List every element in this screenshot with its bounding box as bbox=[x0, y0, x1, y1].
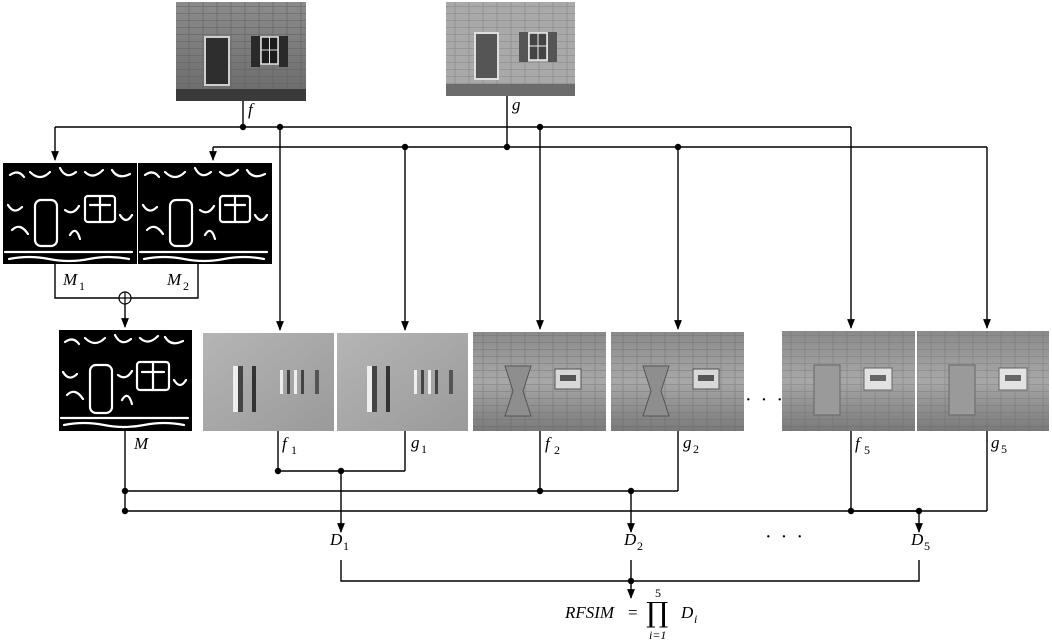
label-f1-sub: 1 bbox=[291, 443, 297, 457]
label-d5: D bbox=[910, 530, 924, 549]
image-g1 bbox=[337, 333, 468, 431]
label-f5: f bbox=[855, 434, 862, 453]
junction-dots bbox=[121, 123, 923, 585]
image-f bbox=[176, 2, 306, 101]
label-g: g bbox=[512, 95, 521, 114]
label-d2-sub: 2 bbox=[637, 539, 643, 553]
image-g bbox=[446, 2, 575, 96]
rfsim-formula: RFSIM = ∏ 5 i=1 D i bbox=[564, 586, 697, 642]
label-m2-sub: 2 bbox=[183, 279, 189, 293]
label-d2: D bbox=[623, 530, 637, 549]
image-m2 bbox=[138, 163, 272, 264]
label-g1: g bbox=[411, 433, 420, 452]
image-g2 bbox=[611, 332, 744, 431]
image-f5 bbox=[782, 331, 915, 431]
oplus-icon bbox=[118, 291, 132, 305]
label-d1-sub: 1 bbox=[343, 539, 349, 553]
label-f2-sub: 2 bbox=[554, 443, 560, 457]
label-g5: g bbox=[991, 433, 1000, 452]
ellipsis-outputs: · · · bbox=[765, 526, 805, 548]
label-d5-sub: 5 bbox=[924, 539, 930, 553]
ellipsis-images: · · · bbox=[745, 389, 785, 411]
formula-term-sub: i bbox=[694, 612, 697, 626]
product-symbol: ∏ bbox=[646, 596, 668, 629]
image-m bbox=[59, 330, 192, 431]
label-g5-sub: 5 bbox=[1001, 442, 1007, 456]
formula-lower-limit: i=1 bbox=[649, 628, 666, 642]
label-m1: M bbox=[62, 270, 78, 289]
label-f: f bbox=[248, 100, 255, 119]
label-m1-sub: 1 bbox=[79, 279, 85, 293]
formula-lhs: RFSIM bbox=[564, 603, 615, 622]
label-d1: D bbox=[329, 530, 343, 549]
label-g2: g bbox=[683, 433, 692, 452]
formula-equals: = bbox=[628, 603, 638, 622]
image-f2 bbox=[473, 332, 606, 431]
formula-upper-limit: 5 bbox=[655, 586, 661, 600]
label-g2-sub: 2 bbox=[693, 442, 699, 456]
label-f2: f bbox=[545, 434, 552, 453]
connector-wires bbox=[51, 96, 991, 599]
image-g5 bbox=[917, 331, 1049, 431]
label-f1: f bbox=[282, 434, 289, 453]
label-m: M bbox=[133, 434, 149, 453]
label-g1-sub: 1 bbox=[421, 442, 427, 456]
formula-term: D bbox=[680, 603, 694, 622]
image-m1 bbox=[3, 163, 137, 264]
label-m2: M bbox=[166, 270, 182, 289]
image-f1 bbox=[203, 333, 334, 431]
label-f5-sub: 5 bbox=[864, 443, 870, 457]
